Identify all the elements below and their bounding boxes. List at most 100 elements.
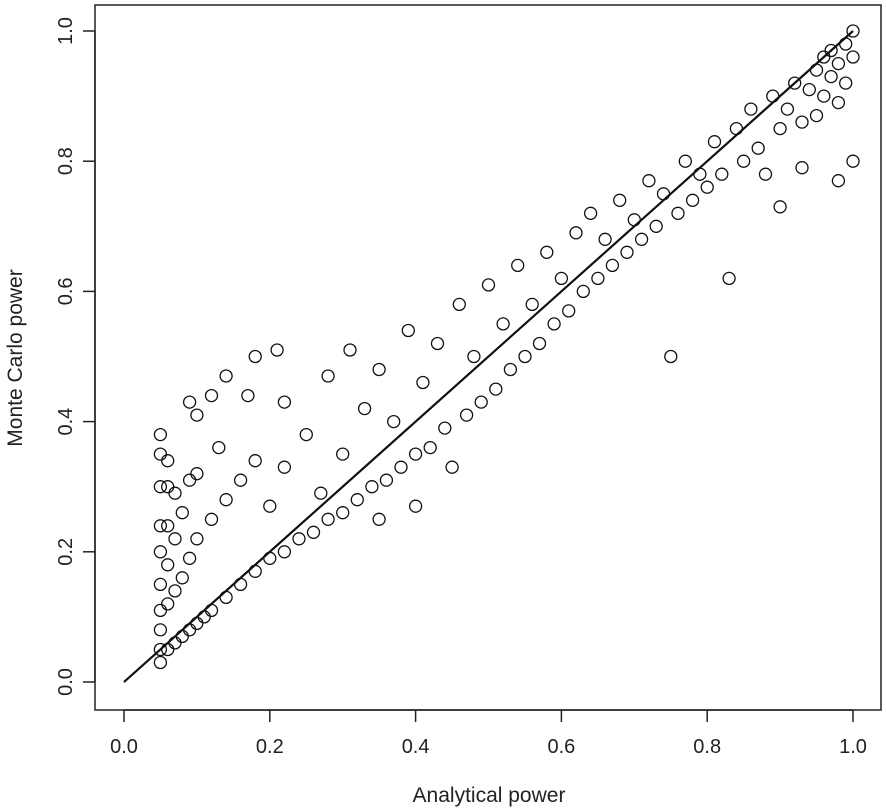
data-point (233, 473, 248, 487)
data-point (379, 473, 394, 487)
data-point (168, 486, 182, 500)
data-point (241, 388, 255, 403)
data-point (831, 95, 846, 110)
data-point (613, 193, 627, 207)
data-point (161, 519, 175, 533)
data-point (846, 24, 860, 38)
data-point (671, 206, 685, 220)
x-tick-label: 1.0 (839, 736, 867, 758)
data-point (219, 493, 233, 507)
data-point (518, 349, 532, 364)
data-point (153, 427, 168, 442)
data-point (168, 584, 182, 598)
data-point (175, 629, 189, 644)
y-tick-label: 0.8 (55, 147, 77, 175)
data-point (336, 447, 350, 461)
data-point (583, 206, 598, 220)
data-point (270, 343, 284, 357)
data-point (161, 597, 175, 611)
x-tick-label: 0.4 (402, 736, 430, 758)
data-point (685, 193, 700, 207)
data-point (277, 395, 292, 409)
data-point (649, 219, 663, 233)
data-point (605, 258, 620, 273)
data-point (744, 102, 758, 116)
data-point (401, 323, 415, 338)
data-point (839, 76, 853, 90)
data-point (175, 571, 189, 585)
data-point (190, 467, 204, 481)
data-point (773, 200, 787, 214)
data-point (489, 382, 503, 396)
data-point (824, 43, 838, 58)
data-point (795, 115, 809, 129)
data-point (292, 532, 306, 546)
data-point (387, 414, 401, 429)
data-point (736, 154, 751, 168)
data-point (620, 245, 634, 259)
data-point (700, 180, 714, 194)
data-point (788, 76, 802, 90)
data-point (321, 512, 335, 526)
data-point (591, 271, 605, 286)
data-point (182, 473, 197, 487)
data-point (416, 375, 430, 390)
data-point (161, 454, 175, 468)
reference-line (123, 30, 854, 683)
data-point (153, 447, 168, 461)
data-point (263, 499, 277, 513)
data-point (525, 297, 539, 312)
data-point (474, 395, 488, 409)
y-axis: 0.0 0.2 0.4 0.6 0.8 1.0 (55, 17, 96, 696)
x-tick-label: 0.8 (693, 736, 721, 758)
data-point (153, 655, 168, 670)
data-point (511, 258, 525, 273)
data-point (182, 395, 197, 409)
data-point (365, 480, 379, 494)
data-point (306, 525, 321, 539)
data-point (204, 512, 219, 526)
y-tick-label: 0.4 (55, 408, 77, 436)
data-point (846, 154, 860, 168)
data-point (547, 317, 561, 331)
data-point (795, 161, 809, 175)
data-point (758, 167, 773, 181)
data-point (248, 349, 262, 364)
data-point (336, 506, 350, 520)
data-point (277, 545, 292, 559)
data-point (343, 343, 357, 357)
data-point (846, 50, 860, 64)
y-tick-label: 0.2 (55, 538, 77, 566)
data-point (722, 271, 736, 286)
data-point (321, 369, 335, 383)
data-point (445, 460, 459, 474)
data-point (824, 69, 838, 84)
data-point (204, 388, 219, 403)
x-axis-title: Analytical power (413, 784, 566, 807)
data-point (153, 519, 168, 533)
data-point (357, 401, 372, 416)
data-point (408, 499, 423, 513)
data-point (532, 336, 547, 351)
data-point (459, 408, 474, 422)
x-tick-label: 0.2 (256, 736, 284, 758)
data-point (408, 447, 423, 461)
data-point (161, 480, 175, 494)
data-point (634, 232, 649, 246)
data-point (168, 532, 182, 546)
data-point (182, 551, 197, 565)
data-point (554, 271, 569, 286)
data-point (372, 362, 386, 377)
data-point (153, 642, 168, 657)
data-point (831, 56, 846, 71)
data-point (212, 440, 226, 455)
data-point (153, 545, 168, 559)
y-axis-title: Monte Carlo power (4, 269, 27, 446)
data-point (715, 167, 729, 181)
data-point (598, 232, 612, 246)
y-tick-label: 0.0 (55, 668, 77, 696)
data-point (664, 349, 678, 364)
data-point (248, 564, 262, 578)
y-tick-label: 0.6 (55, 277, 77, 305)
data-point (423, 440, 437, 455)
